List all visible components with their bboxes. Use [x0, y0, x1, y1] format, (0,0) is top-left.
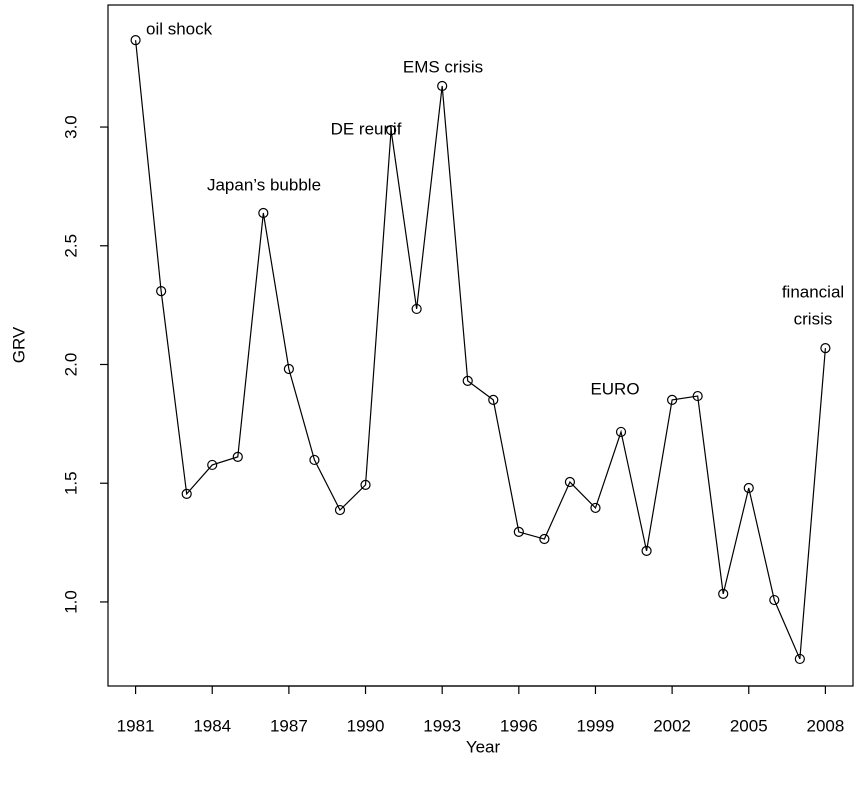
point — [718, 588, 729, 599]
point — [692, 390, 703, 402]
point — [820, 343, 831, 354]
y-tick-label: 2.0 — [61, 353, 80, 377]
annotation: financial — [782, 282, 844, 301]
point — [615, 426, 627, 438]
x-tick-label: 1993 — [423, 716, 461, 735]
annotation: oil shock — [146, 19, 213, 38]
x-tick-label: 1987 — [270, 716, 308, 735]
x-tick-label: 1984 — [193, 716, 231, 735]
point — [564, 476, 576, 488]
point — [385, 125, 397, 136]
x-tick-label: 2008 — [806, 716, 844, 735]
annotation: crisis — [794, 309, 833, 328]
point — [334, 504, 346, 516]
point — [667, 394, 678, 405]
x-tick-label: 2005 — [730, 716, 768, 735]
point — [181, 488, 192, 500]
annotation: Japan’s bubble — [207, 175, 321, 194]
annotation: EURO — [590, 379, 639, 398]
y-axis-label: GRV — [9, 326, 28, 363]
point — [309, 454, 320, 466]
x-tick-label: 1996 — [500, 716, 538, 735]
point — [462, 375, 473, 386]
annotation: DE reunif — [331, 119, 402, 138]
x-axis-label: Year — [466, 737, 501, 756]
point — [360, 479, 371, 490]
x-tick-label: 2002 — [653, 716, 691, 735]
x-tick-label: 1990 — [347, 716, 385, 735]
point — [156, 286, 167, 297]
point — [207, 459, 218, 471]
y-tick-label: 3.0 — [61, 115, 80, 139]
point — [283, 363, 294, 375]
y-tick-label: 1.0 — [61, 590, 80, 614]
point — [794, 653, 805, 665]
point — [488, 394, 499, 405]
point — [590, 502, 601, 514]
point — [641, 545, 652, 556]
x-tick-label: 1999 — [577, 716, 615, 735]
point — [513, 526, 524, 537]
point — [743, 482, 754, 494]
series-line — [134, 40, 827, 660]
point — [232, 451, 243, 462]
x-tick-label: 1981 — [117, 716, 155, 735]
y-tick-label: 2.5 — [61, 234, 80, 258]
point — [437, 80, 448, 92]
point — [769, 594, 780, 606]
point — [411, 303, 422, 315]
plot-box — [107, 4, 854, 687]
point — [258, 207, 269, 219]
point — [539, 533, 550, 545]
point — [130, 35, 141, 46]
annotation: EMS crisis — [403, 57, 483, 76]
y-tick-label: 1.5 — [61, 471, 80, 495]
